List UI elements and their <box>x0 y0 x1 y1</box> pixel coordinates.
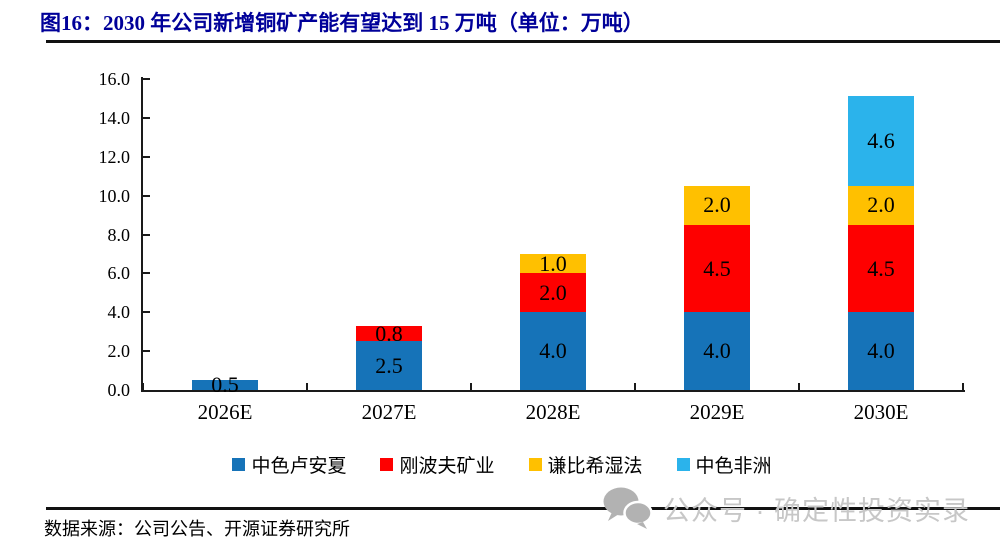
legend-item: 谦比希湿法 <box>528 451 643 478</box>
y-axis-tick <box>143 116 150 119</box>
y-axis-tick <box>143 194 150 197</box>
x-axis-label: 2029E <box>689 400 745 424</box>
y-axis-label: 16.0 <box>98 69 131 89</box>
bar-value-label: 4.5 <box>703 255 731 281</box>
y-axis-label: 6.0 <box>107 263 131 284</box>
y-axis-label: 0.0 <box>107 380 131 400</box>
x-axis-line <box>141 390 965 392</box>
bar-segment <box>848 224 914 313</box>
bar-segment <box>192 380 258 390</box>
watermark-text: 公众号 · 确定性投资实录 <box>663 495 970 526</box>
legend-swatch <box>676 457 690 471</box>
y-axis-tick <box>143 311 150 314</box>
bar-segment <box>848 312 914 390</box>
bar-segment <box>848 185 914 225</box>
footer-divider <box>46 507 1000 510</box>
bar-value-label: 2.0 <box>539 279 567 305</box>
x-axis-tick <box>962 383 964 390</box>
legend-item: 中色非洲 <box>676 451 772 478</box>
bar-value-label: 4.0 <box>867 338 895 364</box>
bar-segment <box>520 312 586 390</box>
wechat-icon <box>603 487 653 529</box>
bar-value-label: 4.0 <box>539 338 567 364</box>
bar-value-label: 4.6 <box>867 128 895 154</box>
data-source: 数据来源：公司公告、开源证券研究所 <box>44 519 350 539</box>
y-axis-tick <box>143 272 150 275</box>
bar-value-label: 0.8 <box>375 320 403 346</box>
bar-value-label: 4.0 <box>703 338 731 364</box>
x-axis-label: 2027E <box>361 400 417 424</box>
legend-swatch <box>232 457 246 471</box>
legend-item: 刚波夫矿业 <box>380 451 495 478</box>
y-axis-tick <box>143 78 150 80</box>
bar-value-label: 4.5 <box>867 255 895 281</box>
bar-value-label: 2.0 <box>703 192 731 218</box>
bar-segment <box>356 341 422 390</box>
bar-segment <box>684 312 750 390</box>
x-axis-tick <box>306 383 308 390</box>
legend-item: 中色卢安夏 <box>232 451 346 478</box>
x-axis-label: 2030E <box>853 400 909 424</box>
y-axis-label: 14.0 <box>98 107 131 128</box>
legend-label: 谦比希湿法 <box>547 455 643 477</box>
legend-label: 刚波夫矿业 <box>399 455 495 477</box>
bar-value-label: 2.0 <box>867 192 895 218</box>
title-divider <box>46 40 1000 43</box>
bar-value-label: 0.5 <box>211 372 239 398</box>
bar-value-label: 2.5 <box>375 352 403 378</box>
legend-label: 中色卢安夏 <box>251 455 347 477</box>
legend-swatch <box>380 457 394 471</box>
watermark: 公众号 · 确定性投资实录 <box>602 484 1002 532</box>
bar-segment <box>520 273 586 313</box>
bar-segment <box>520 253 586 274</box>
y-axis-label: 2.0 <box>107 341 131 362</box>
bar-segment <box>848 96 914 186</box>
y-axis-label: 4.0 <box>107 302 131 323</box>
x-axis-label: 2028E <box>525 400 581 424</box>
bar-segment <box>684 185 750 225</box>
x-axis-tick <box>634 383 636 390</box>
y-axis-tick <box>143 350 150 353</box>
y-axis-line <box>141 77 143 392</box>
y-axis-tick <box>143 155 150 158</box>
x-axis-tick <box>142 383 144 390</box>
y-axis-label: 8.0 <box>107 224 131 245</box>
bar-value-label: 1.0 <box>539 250 567 276</box>
x-axis-tick <box>470 383 472 390</box>
bar-segment <box>684 224 750 313</box>
bar-segment <box>356 325 422 342</box>
legend-label: 中色非洲 <box>695 455 772 477</box>
y-axis-tick <box>143 233 150 236</box>
y-axis-label: 12.0 <box>98 146 131 167</box>
chart-legend: 中色卢安夏 刚波夫矿业 谦比希湿法 中色非洲 <box>0 451 1004 477</box>
legend-swatch <box>528 457 542 471</box>
y-axis-label: 10.0 <box>98 185 131 206</box>
x-axis-label: 2026E <box>197 400 253 424</box>
figure-title: 图16：2030 年公司新增铜矿产能有望达到 15 万吨（单位：万吨） <box>40 11 644 35</box>
x-axis-tick <box>798 383 800 390</box>
